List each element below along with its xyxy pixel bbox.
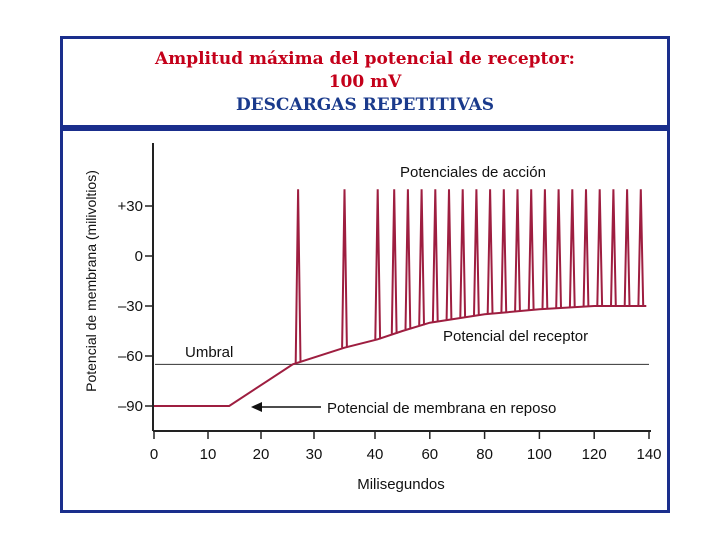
x-tick-label: 0 bbox=[150, 446, 158, 463]
threshold-label: Umbral bbox=[185, 344, 233, 361]
action-potential-spike bbox=[514, 189, 521, 312]
y-tick-label: –30 bbox=[118, 298, 143, 315]
action-potential-spike bbox=[596, 189, 604, 307]
action-potential-spike bbox=[527, 189, 535, 311]
x-tick-label: 60 bbox=[421, 446, 438, 463]
title-line-3: DESCARGAS REPETITIVAS bbox=[235, 95, 495, 115]
action-potential-spike bbox=[390, 189, 398, 334]
x-tick-label: 20 bbox=[253, 446, 270, 463]
action-potential-spike bbox=[582, 189, 590, 307]
action-potential-spike bbox=[610, 189, 617, 307]
action-potential-spike bbox=[637, 189, 645, 307]
x-tick-label: 120 bbox=[582, 446, 607, 463]
action-potential-spike bbox=[500, 189, 508, 313]
chart-box: +30 0 –30 –60 –90 0 10 20 30 40 60 80 100 120 140 Pote… bbox=[60, 128, 670, 513]
resting-arrow-head bbox=[251, 402, 262, 412]
action-potential-spike bbox=[623, 189, 631, 307]
title-line-2: 100 mV bbox=[328, 72, 402, 92]
x-tick-label: 40 bbox=[367, 446, 384, 463]
x-tick-label: 80 bbox=[476, 446, 493, 463]
action-potential-spike bbox=[568, 189, 576, 308]
action-potential-spike bbox=[459, 189, 467, 318]
title-box: Amplitud máxima del potencial de recepto… bbox=[60, 36, 670, 128]
receptor-potential-label: Potencial del receptor bbox=[443, 328, 588, 345]
trace-group bbox=[154, 189, 647, 407]
action-potential-spike bbox=[445, 189, 453, 320]
receptor-potential-line bbox=[154, 305, 647, 407]
y-tick-label: 0 bbox=[135, 248, 143, 265]
action-potential-spike bbox=[473, 189, 480, 316]
chart-labels: Potencial de membrana (milivoltios) Mili… bbox=[83, 164, 588, 493]
y-tick-label: +30 bbox=[118, 198, 143, 215]
x-axis-label: Milisegundos bbox=[357, 476, 445, 493]
x-tick-label: 140 bbox=[636, 446, 661, 463]
y-axis-label: Potencial de membrana (milivoltios) bbox=[83, 170, 99, 392]
axes: +30 0 –30 –60 –90 0 10 20 30 40 60 80 100 120 140 bbox=[118, 143, 662, 463]
x-tick-label: 30 bbox=[306, 446, 323, 463]
x-tick-label: 10 bbox=[200, 446, 217, 463]
action-potential-spike bbox=[404, 189, 412, 330]
action-potential-spike bbox=[541, 189, 549, 310]
action-potential-spike bbox=[418, 189, 425, 326]
y-tick-label: –90 bbox=[118, 398, 143, 415]
action-potential-spike bbox=[341, 189, 348, 348]
action-potential-spike bbox=[294, 189, 302, 363]
resting-potential-label: Potencial de membrana en reposo bbox=[327, 400, 556, 417]
action-potential-spike bbox=[486, 189, 494, 314]
action-potentials-label: Potenciales de acción bbox=[400, 164, 546, 181]
title-line-1: Amplitud máxima del potencial de recepto… bbox=[155, 49, 575, 69]
chart-svg: +30 0 –30 –60 –90 0 10 20 30 40 60 80 100 120 140 Pote… bbox=[83, 143, 662, 493]
x-tick-label: 100 bbox=[527, 446, 552, 463]
action-potential-spike bbox=[374, 189, 382, 340]
y-tick-label: –60 bbox=[118, 348, 143, 365]
action-potential-spike bbox=[431, 189, 439, 322]
action-potential-spike bbox=[555, 189, 562, 309]
